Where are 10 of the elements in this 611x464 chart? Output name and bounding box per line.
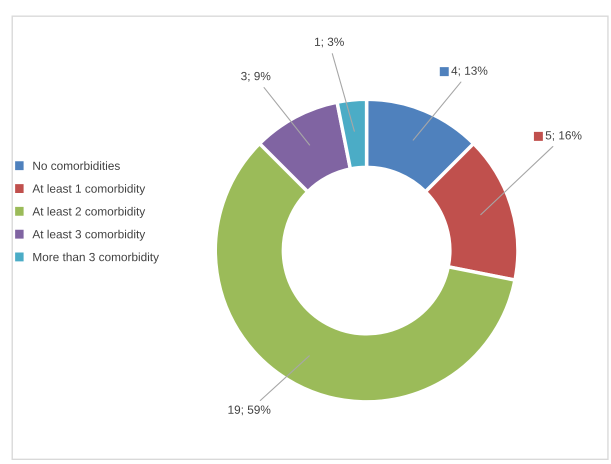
legend-label: More than 3 comorbidity [33,252,159,264]
legend-label: At least 2 comorbidity [32,206,146,218]
data-label: 5; 16% [546,131,582,141]
legend-label: At least 1 comorbidity [32,184,146,196]
data-label: 3; 9% [241,72,270,82]
data-label: 19; 59% [228,405,270,416]
data-label: 1; 3% [315,38,344,48]
legend-label: No comorbidities [33,161,120,170]
data-label: 4; 13% [451,66,488,76]
legend-label: At least 3 comorbidity [32,230,146,241]
